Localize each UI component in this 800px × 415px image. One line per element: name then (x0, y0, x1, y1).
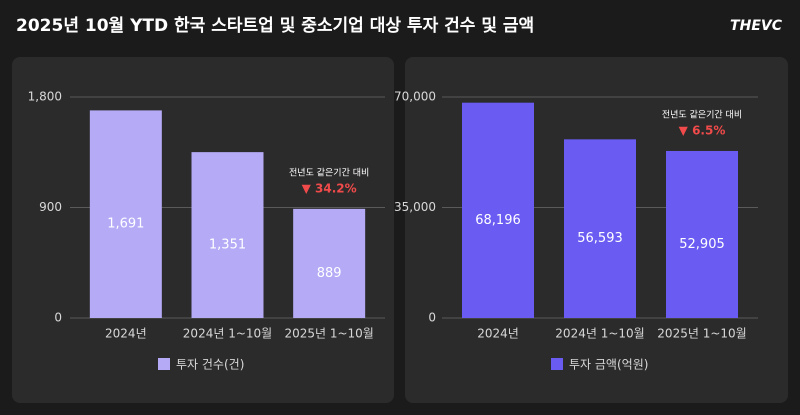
value-label: 52,905 (679, 237, 725, 252)
bar (89, 110, 162, 318)
legend-swatch (158, 358, 170, 370)
y-tick-label: 70,000 (394, 90, 436, 104)
x-tick-label: 2025년 1~10월 (657, 327, 746, 341)
logo: THEVC (730, 18, 783, 34)
bar (462, 102, 534, 318)
y-tick-label: 900 (39, 200, 62, 214)
value-label: 56,593 (577, 231, 623, 246)
bar (666, 150, 738, 318)
legend-swatch (551, 358, 563, 370)
value-label: 889 (317, 266, 342, 281)
x-tick-label: 2024년 (105, 327, 147, 341)
x-tick-label: 2025년 1~10월 (284, 327, 373, 341)
x-tick-label: 2024년 (477, 327, 519, 341)
y-tick-label: 35,000 (394, 200, 436, 214)
bar (293, 208, 366, 318)
y-tick-label: 0 (428, 311, 436, 325)
value-label: 1,351 (209, 238, 246, 253)
value-label: 1,691 (107, 217, 144, 232)
legend-label: 투자 금액(억원) (569, 358, 648, 372)
x-tick-label: 2024년 1~10월 (183, 327, 272, 341)
bar (564, 139, 636, 318)
x-tick-label: 2024년 1~10월 (555, 327, 644, 341)
y-tick-label: 0 (54, 311, 62, 325)
annotation: 전년도 같은기간 대비 (662, 108, 742, 120)
legend-label: 투자 건수(건) (176, 358, 244, 372)
y-tick-label: 1,800 (28, 90, 62, 104)
annotation: 전년도 같은기간 대비 (289, 166, 369, 178)
annotation-change: ▼ 34.2% (302, 181, 357, 195)
value-label: 68,196 (475, 213, 521, 228)
page-title: 2025년 10월 YTD 한국 스타트업 및 중소기업 대상 투자 건수 및 … (16, 16, 534, 36)
bar (191, 152, 264, 318)
annotation-change: ▼ 6.5% (679, 123, 726, 137)
